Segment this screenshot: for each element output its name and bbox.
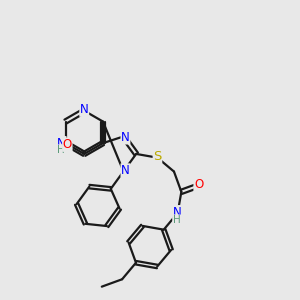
Text: N: N: [121, 164, 130, 177]
Text: N: N: [57, 136, 66, 150]
Text: S: S: [153, 150, 162, 163]
Text: N: N: [173, 206, 182, 219]
Text: H: H: [57, 145, 64, 155]
Text: N: N: [80, 103, 88, 116]
Text: O: O: [63, 138, 72, 151]
Text: N: N: [121, 131, 130, 144]
Text: O: O: [194, 178, 203, 191]
Text: H: H: [173, 215, 181, 225]
